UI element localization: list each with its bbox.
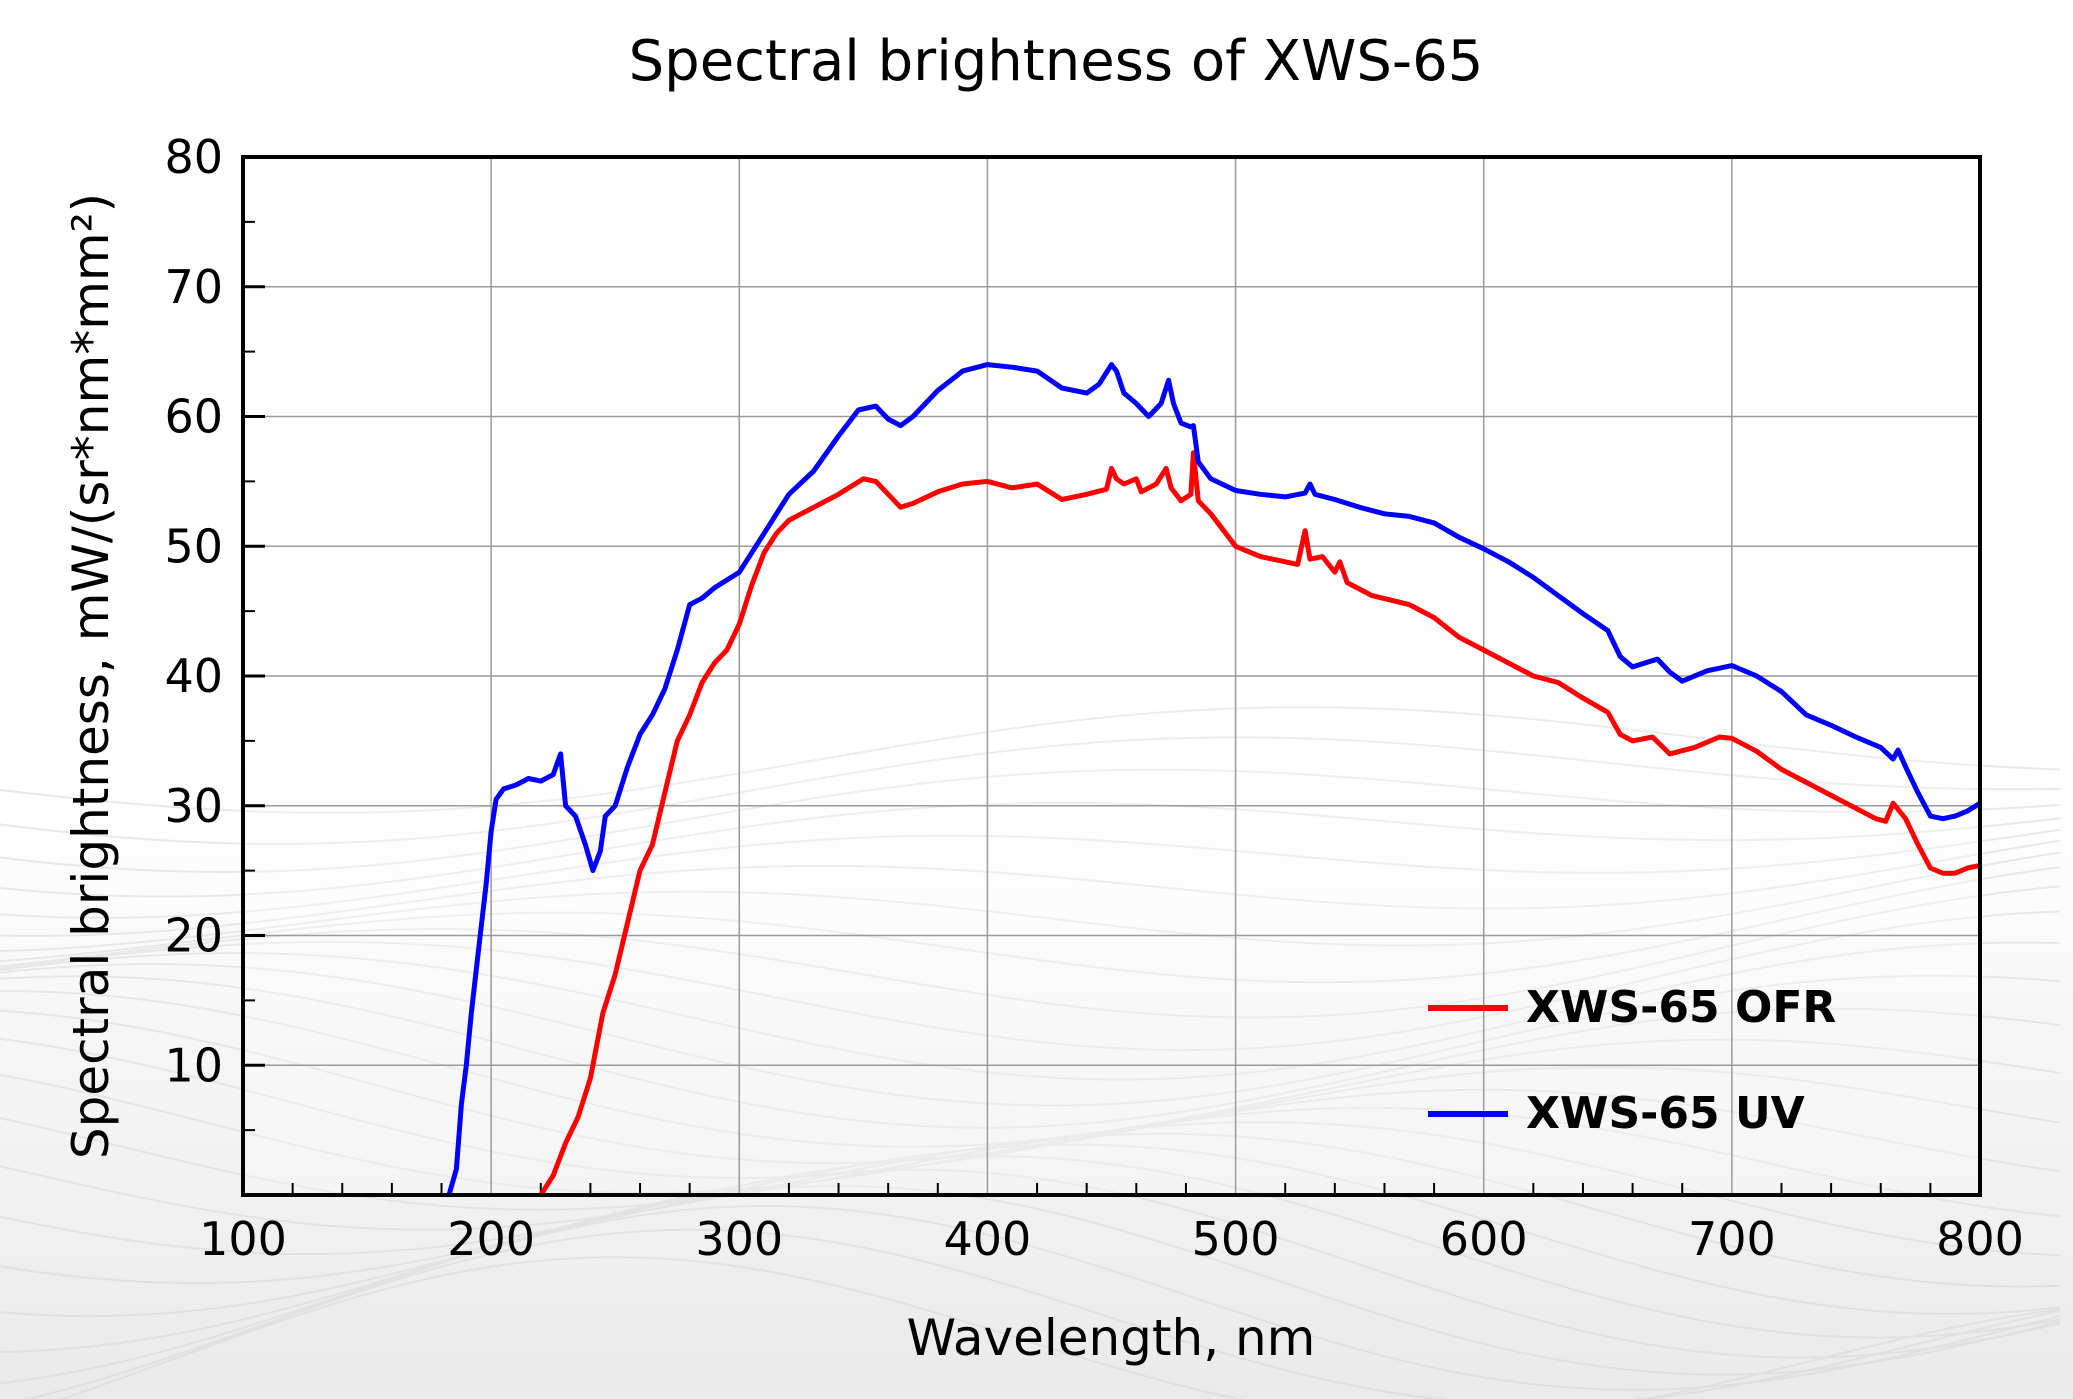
x-tick-labels: 100 200 300 400 500 600 700 800: [199, 1212, 2024, 1266]
x-tick-label: 300: [695, 1212, 783, 1266]
plot-frame: [241, 155, 1982, 1197]
y-tick-label: 20: [164, 909, 223, 963]
x-tick-label: 800: [1936, 1212, 2024, 1266]
x-tick-label: 600: [1440, 1212, 1528, 1266]
y-tick-label: 70: [164, 260, 223, 314]
x-axis-label: Wavelength, nm: [907, 1309, 1316, 1367]
chart-title: Spectral brightness of XWS-65: [629, 29, 1484, 94]
series-line-uv: [446, 362, 1982, 1196]
legend-label-ofr: XWS-65 OFR: [1526, 982, 1836, 1033]
y-tick-label: 10: [164, 1038, 223, 1092]
y-tick-label: 50: [164, 519, 223, 573]
y-tick-label: 40: [164, 649, 223, 703]
y-tick-label: 30: [164, 779, 223, 833]
x-tick-label: 400: [944, 1212, 1032, 1266]
y-tick-label: 80: [164, 130, 223, 184]
x-tick-label: 500: [1192, 1212, 1280, 1266]
x-tick-label: 200: [447, 1212, 535, 1266]
series-line-ofr: [538, 450, 1981, 1197]
y-axis-label: Spectral brightness, mW/(sr*nm*mm²): [62, 193, 120, 1159]
series-layer: [446, 362, 1982, 1197]
x-tick-label: 700: [1688, 1212, 1776, 1266]
x-tick-label: 100: [199, 1212, 287, 1266]
legend-label-uv: XWS-65 UV: [1526, 1088, 1805, 1139]
y-tick-label: 60: [164, 390, 223, 444]
y-tick-labels: 10 20 30 40 50 60 70 80: [164, 130, 223, 1092]
legend: XWS-65 OFR XWS-65 UV: [1428, 982, 1836, 1139]
